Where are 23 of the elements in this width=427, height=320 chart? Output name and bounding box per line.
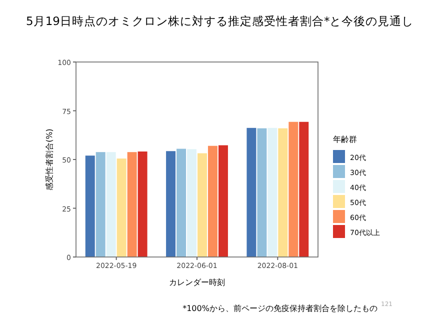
bar [218,145,228,257]
bar [127,152,137,257]
text: *100%から、前ページの免疫保持者割合を除したもの [182,304,378,313]
bar [85,156,95,257]
bar [106,152,116,257]
bar [208,146,218,257]
bar [257,128,267,257]
legend-title: 年齢群 [333,135,357,144]
bar [116,158,126,257]
bar [166,151,176,257]
y-axis-title: 感受性者割合(%) [45,128,54,190]
bar [288,122,298,257]
bar [268,128,278,257]
bar [278,128,288,257]
x-axis-title: カレンダー時刻 [169,278,225,287]
chart-title: 5月19日時点のオミクロン株に対する推定感受性者割合*と今後の見通し [26,14,414,28]
bar [187,149,196,257]
bar [246,128,256,257]
bar [176,148,186,257]
bar [299,122,309,257]
bar [138,152,148,257]
bar [96,152,106,257]
bar [198,153,207,257]
